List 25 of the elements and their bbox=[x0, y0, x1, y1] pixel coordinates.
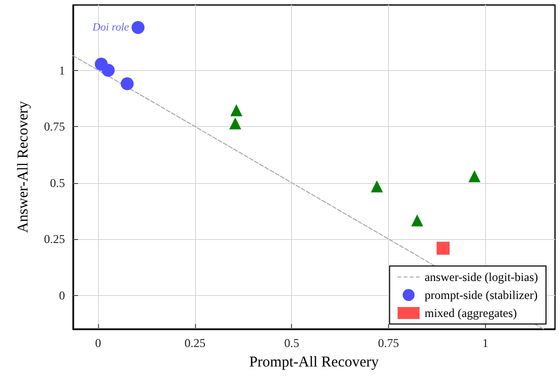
legend-label: mixed (aggregates) bbox=[424, 306, 517, 320]
y-tick-label: 1 bbox=[59, 63, 65, 78]
point bbox=[370, 180, 383, 192]
point bbox=[468, 170, 480, 182]
point bbox=[230, 104, 242, 116]
x-tick-label: 0.75 bbox=[378, 336, 400, 350]
x-tick-label: 0.5 bbox=[284, 336, 300, 350]
y-tick-label: 0.5 bbox=[50, 176, 65, 190]
point bbox=[411, 214, 424, 226]
point bbox=[132, 21, 145, 34]
point bbox=[229, 117, 242, 130]
y-tick-label: 0 bbox=[59, 288, 65, 302]
legend-label: prompt-side (stabilizer) bbox=[424, 288, 538, 302]
annotation: Doi role bbox=[91, 22, 130, 34]
x-tick-label: 0 bbox=[95, 336, 102, 350]
x-tick-label: 0.25 bbox=[184, 336, 206, 350]
x-tick-label: 1 bbox=[482, 336, 488, 350]
point bbox=[102, 64, 115, 77]
point bbox=[120, 77, 134, 90]
legend-label: answer-side (logit-bias) bbox=[424, 270, 538, 284]
y-tick-label: 0.25 bbox=[44, 232, 65, 246]
y-axis-title: Answer-All Recovery bbox=[16, 100, 32, 233]
y-tick-label: 0.75 bbox=[44, 120, 65, 134]
point bbox=[436, 242, 450, 255]
x-axis-title: Prompt-All Recovery bbox=[249, 354, 380, 370]
